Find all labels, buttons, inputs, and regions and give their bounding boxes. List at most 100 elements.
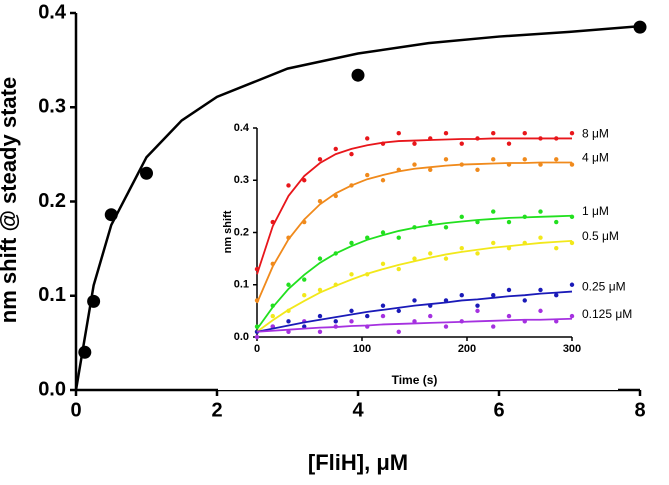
data-point [443, 131, 449, 136]
data-point [491, 131, 496, 136]
y-tick-label: 0.4 [38, 1, 67, 23]
y-tick-label: 0.0 [38, 378, 66, 400]
data-point [317, 287, 323, 293]
y-tick-label: 0.1 [38, 284, 66, 306]
series-label: 8 μM [582, 127, 609, 141]
data-point [569, 240, 575, 246]
data-point [538, 209, 543, 214]
data-point [396, 329, 401, 334]
data-point [538, 235, 543, 240]
data-point [475, 308, 480, 314]
data-point [633, 20, 647, 34]
x-tick-label: 4 [352, 399, 364, 421]
data-point [349, 308, 354, 314]
data-point [475, 251, 480, 256]
data-point [317, 313, 323, 319]
data-point [443, 157, 449, 162]
data-point [428, 251, 433, 256]
data-point [380, 230, 386, 235]
y-tick-label: 0.2 [234, 226, 249, 238]
y-tick-label: 0.0 [234, 331, 249, 343]
data-point [286, 282, 291, 287]
x-tick-label: 100 [353, 343, 371, 355]
data-point [412, 162, 417, 167]
data-point [286, 319, 291, 324]
data-point [506, 219, 512, 225]
data-point [443, 256, 449, 261]
data-point [302, 277, 307, 282]
fit-curve [256, 317, 573, 333]
x-tick-label: 6 [493, 399, 504, 421]
data-point [459, 245, 464, 251]
x-tick-label: 200 [458, 343, 476, 355]
data-point [380, 313, 386, 319]
fit-curve [256, 239, 573, 333]
data-point [491, 324, 496, 329]
data-point [522, 298, 527, 303]
data-point [365, 313, 370, 319]
data-point [459, 214, 464, 220]
y-tick-label: 0.1 [234, 279, 249, 291]
data-point [302, 324, 307, 329]
data-point [569, 313, 575, 319]
data-point [317, 198, 323, 204]
data-point [333, 319, 338, 324]
data-point [270, 313, 275, 319]
data-point [538, 162, 543, 167]
data-point [349, 151, 354, 157]
data-point [491, 240, 496, 246]
data-point [396, 131, 401, 136]
data-point [506, 141, 512, 146]
data-point [491, 209, 496, 214]
series-label: 0.25 μM [582, 280, 626, 294]
data-point [554, 219, 559, 225]
data-point [506, 313, 512, 319]
x-tick-label: 2 [211, 399, 222, 421]
data-point [380, 303, 386, 308]
data-point [554, 319, 559, 324]
fit-curve [256, 137, 572, 275]
y-tick-label: 0.3 [38, 96, 66, 118]
series-label: 1 μM [582, 204, 609, 218]
data-point [412, 256, 417, 261]
data-point [443, 225, 449, 230]
data-point [412, 298, 417, 303]
data-point [491, 293, 496, 298]
data-point [349, 272, 354, 277]
y-tick-label: 0.2 [38, 190, 66, 212]
data-point [365, 136, 370, 141]
data-point [412, 319, 417, 324]
data-point [286, 183, 291, 188]
data-point [522, 131, 527, 136]
series-label: 0.125 μM [582, 307, 632, 321]
data-point [140, 166, 153, 180]
x-tick-label: 8 [634, 399, 645, 421]
data-point [538, 308, 543, 314]
data-point [554, 157, 559, 162]
data-point [317, 329, 323, 334]
data-point [428, 167, 433, 172]
series-label: 0.5 μM [582, 229, 619, 243]
data-point [333, 146, 338, 152]
data-point [506, 287, 512, 293]
data-point [78, 345, 92, 359]
data-point [412, 141, 417, 146]
data-point [104, 208, 118, 222]
x-tick-label: 300 [563, 343, 581, 355]
data-point [380, 178, 386, 183]
data-point [569, 131, 575, 136]
fit-curve [256, 214, 573, 330]
data-point [569, 162, 575, 167]
data-point [396, 308, 401, 314]
y-tick-label: 0.4 [234, 122, 250, 134]
data-point [459, 141, 464, 146]
fit-curve [74, 24, 641, 391]
y-axis-title: nm shift @ steady state [0, 77, 21, 323]
data-point [351, 68, 365, 82]
data-point [286, 329, 291, 334]
data-point [349, 240, 354, 246]
data-point [317, 157, 323, 162]
fit-curve [256, 290, 573, 333]
data-point [317, 256, 323, 261]
